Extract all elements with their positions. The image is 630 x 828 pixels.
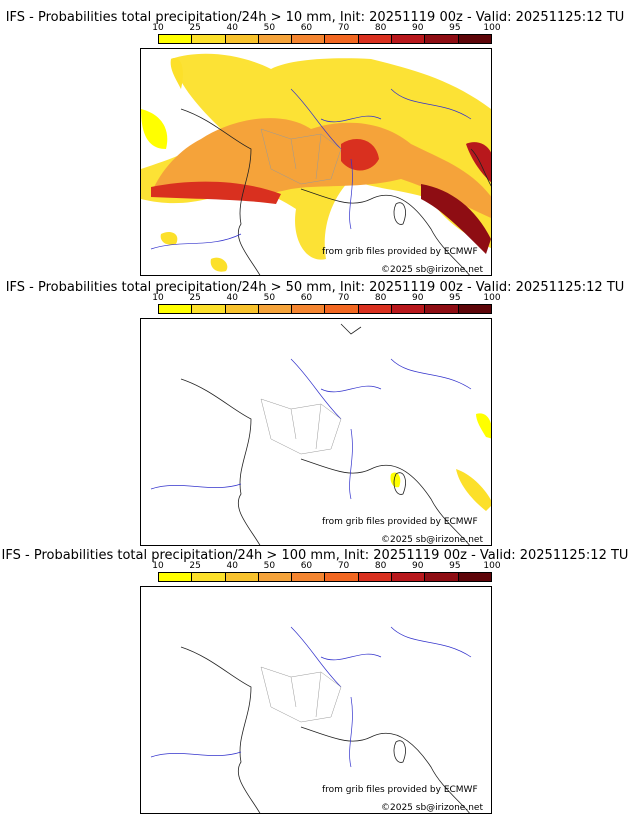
- colorbar-ticks: 10 25 40 50 60 70 80 90 95 100: [152, 561, 500, 572]
- colorbar-segment: [358, 573, 393, 581]
- admin-borders: [260, 666, 342, 723]
- precipitation-map: from grib files provided by ECMWF ©2025 …: [140, 318, 492, 546]
- colorbar: [158, 34, 492, 44]
- panel-title: IFS - Probabilities total precipitation/…: [1, 548, 629, 563]
- colorbar-segment: [325, 35, 359, 43]
- colorbar-segment: [258, 573, 293, 581]
- colorbar-segment: [192, 573, 226, 581]
- colorbar-segment: [258, 35, 293, 43]
- coastlines: [180, 646, 470, 813]
- colorbar-tick-label: 80: [374, 561, 387, 571]
- rivers: [150, 358, 472, 500]
- colorbar-segment: [458, 35, 491, 43]
- credit-copyright: ©2025 sb@irizone.net: [381, 803, 483, 813]
- colorbar-segment: [159, 35, 193, 43]
- colorbar-tick-label: 90: [412, 23, 424, 33]
- colorbar-tick-label: 25: [189, 293, 201, 303]
- colorbar: [158, 572, 492, 582]
- colorbar-segment: [225, 305, 259, 313]
- colorbar-tick-label: 90: [412, 561, 424, 571]
- rivers: [150, 626, 472, 768]
- colorbar-tick-label: 10: [152, 23, 164, 33]
- colorbar-tick-label: 60: [300, 561, 313, 571]
- colorbar-tick-label: 100: [483, 293, 501, 303]
- colorbar-tick-label: 100: [483, 561, 501, 571]
- colorbar-segment: [392, 573, 426, 581]
- credit-source: from grib files provided by ECMWF: [322, 785, 478, 795]
- colorbar-segment: [425, 305, 459, 313]
- credit-copyright: ©2025 sb@irizone.net: [381, 535, 483, 545]
- colorbar-tick-label: 95: [449, 293, 461, 303]
- colorbar-segment: [292, 305, 326, 313]
- probability-field: [141, 53, 491, 272]
- colorbar-tick-label: 70: [337, 293, 350, 303]
- colorbar-segment: [258, 305, 293, 313]
- colorbar-segment: [458, 305, 491, 313]
- map-svg: [150, 323, 491, 545]
- colorbar-tick-label: 10: [152, 293, 164, 303]
- colorbar-segment: [192, 305, 226, 313]
- colorbar-tick-label: 40: [226, 293, 238, 303]
- colorbar-tick-label: 80: [374, 293, 387, 303]
- colorbar-tick-label: 60: [300, 293, 313, 303]
- credit-copyright: ©2025 sb@irizone.net: [381, 265, 483, 275]
- colorbar-segment: [292, 573, 326, 581]
- colorbar-tick-label: 50: [263, 561, 276, 571]
- colorbar-tick-label: 25: [189, 561, 201, 571]
- colorbar-segment: [358, 35, 393, 43]
- colorbar-segment: [358, 305, 393, 313]
- colorbar-segment: [392, 35, 426, 43]
- colorbar-tick-label: 100: [483, 23, 501, 33]
- map-svg: [141, 53, 491, 275]
- colorbar-segment: [292, 35, 326, 43]
- admin-borders: [260, 398, 342, 455]
- colorbar-segment: [325, 305, 359, 313]
- colorbar-segment: [425, 573, 459, 581]
- map-svg: [150, 626, 472, 813]
- colorbar-ticks: 10 25 40 50 60 70 80 90 95 100: [152, 293, 500, 304]
- colorbar-tick-label: 40: [226, 561, 238, 571]
- credit-source: from grib files provided by ECMWF: [322, 247, 478, 257]
- rivers: [150, 88, 472, 250]
- colorbar-segment: [192, 35, 226, 43]
- colorbar-segment: [159, 573, 193, 581]
- colorbar-segment: [225, 573, 259, 581]
- colorbar-segment: [225, 35, 259, 43]
- colorbar-tick-label: 50: [263, 23, 276, 33]
- colorbar-tick-label: 95: [449, 561, 461, 571]
- probability-field: [390, 413, 491, 511]
- colorbar-ticks: 10 25 40 50 60 70 80 90 95 100: [152, 23, 500, 34]
- colorbar-tick-label: 25: [189, 23, 201, 33]
- panel-title: IFS - Probabilities total precipitation/…: [5, 10, 625, 25]
- colorbar-tick-label: 40: [226, 23, 238, 33]
- colorbar-segment: [392, 305, 426, 313]
- colorbar-tick-label: 10: [152, 561, 164, 571]
- credit-source: from grib files provided by ECMWF: [322, 517, 478, 527]
- colorbar-tick-label: 90: [412, 293, 424, 303]
- coastlines: [180, 323, 470, 545]
- colorbar-segment: [458, 573, 491, 581]
- precipitation-map: from grib files provided by ECMWF ©2025 …: [140, 586, 492, 814]
- colorbar-tick-label: 70: [337, 561, 350, 571]
- panel-10mm: IFS - Probabilities total precipitation/…: [0, 10, 630, 278]
- colorbar-tick-label: 60: [300, 23, 313, 33]
- colorbar-tick-label: 50: [263, 293, 276, 303]
- panel-title: IFS - Probabilities total precipitation/…: [5, 280, 625, 295]
- coastlines: [180, 108, 491, 275]
- colorbar-tick-label: 70: [337, 23, 350, 33]
- admin-borders: [260, 128, 342, 185]
- colorbar-segment: [425, 35, 459, 43]
- colorbar-segment: [159, 305, 193, 313]
- colorbar: [158, 304, 492, 314]
- colorbar-tick-label: 80: [374, 23, 387, 33]
- panel-100mm: IFS - Probabilities total precipitation/…: [0, 548, 630, 816]
- colorbar-tick-label: 95: [449, 23, 461, 33]
- precipitation-map: from grib files provided by ECMWF ©2025 …: [140, 48, 492, 276]
- colorbar-segment: [325, 573, 359, 581]
- panel-50mm: IFS - Probabilities total precipitation/…: [0, 280, 630, 548]
